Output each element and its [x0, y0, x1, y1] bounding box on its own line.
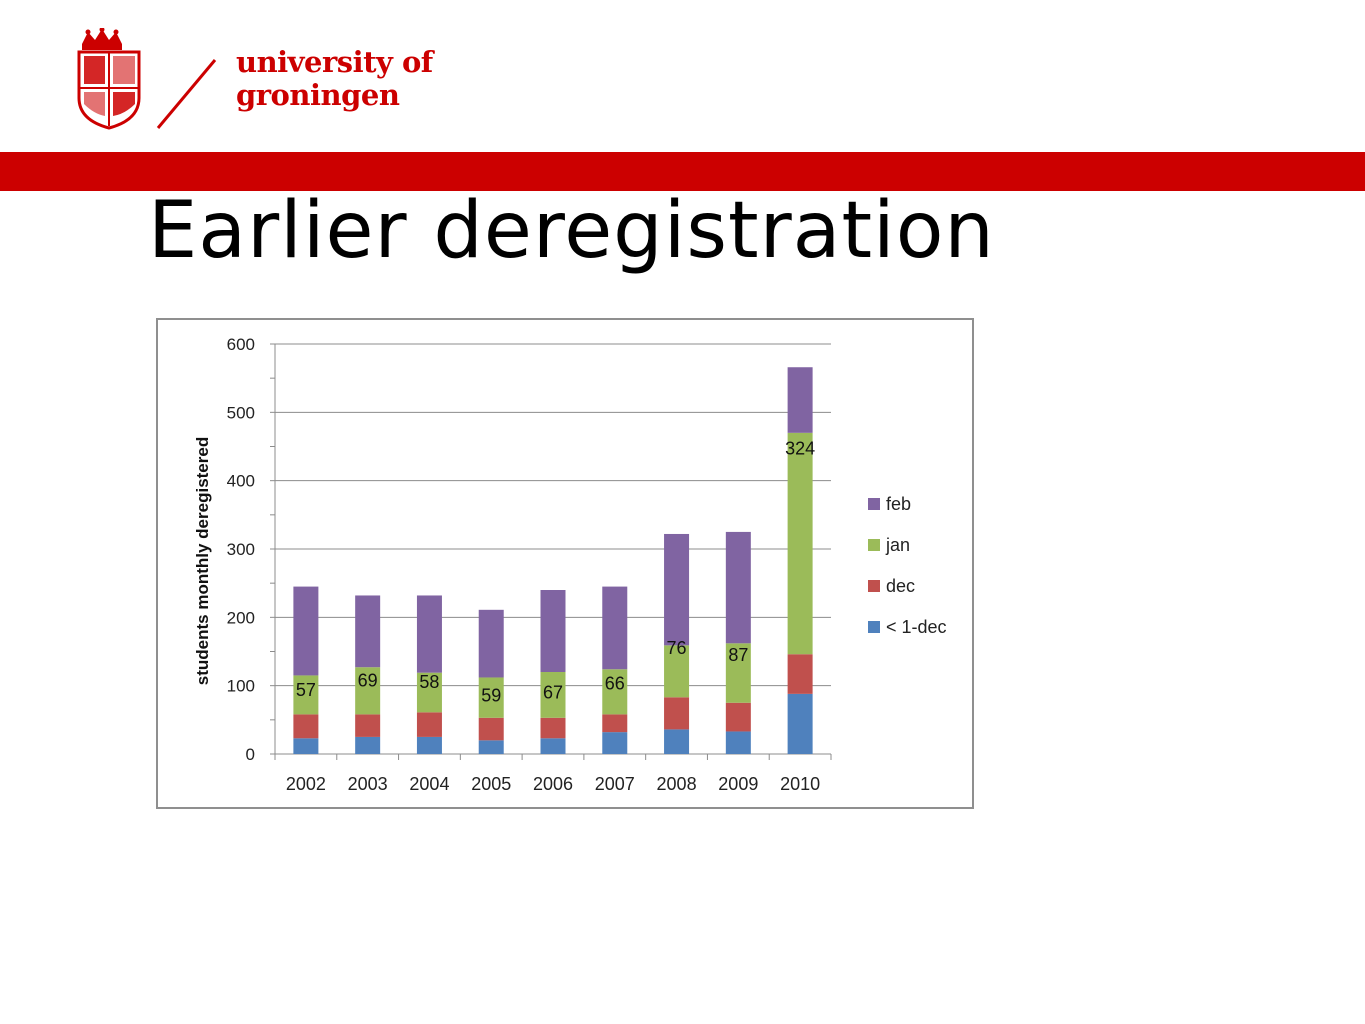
slide-title: Earlier deregistration [148, 186, 995, 276]
bar-1-dec-2010 [787, 693, 813, 754]
bar-1-dec-2002 [293, 738, 319, 754]
bar-jan-2002 [293, 675, 319, 715]
legend-label: feb [886, 494, 911, 514]
header-red-band [0, 152, 1365, 191]
data-label: 58 [419, 672, 439, 692]
bar-feb-2007 [602, 586, 628, 670]
data-label: 324 [785, 438, 815, 458]
bar-jan-2008 [664, 645, 690, 698]
data-label: 87 [728, 645, 748, 665]
x-tick-label: 2006 [533, 774, 573, 794]
y-tick-label: 600 [227, 335, 255, 354]
bar-dec-2004 [416, 712, 442, 737]
y-axis-label: students monthly deregistered [193, 437, 212, 685]
legend-swatch [868, 539, 880, 551]
stacked-bar-chart: 0 100 200 300 400 500 600 2002 2003 2004 2005 2006 2… [193, 335, 947, 794]
data-label: 67 [543, 683, 563, 703]
x-tick-label: 2004 [409, 774, 449, 794]
y-tick-label: 0 [246, 745, 255, 764]
bar-jan-2004 [416, 672, 442, 713]
bar-dec-2005 [478, 717, 504, 741]
legend-swatch [868, 580, 880, 592]
bar-feb-2005 [478, 609, 504, 678]
bar-dec-2009 [725, 702, 751, 732]
bar-jan-2003 [355, 667, 381, 715]
data-label: 76 [667, 638, 687, 658]
legend-label: < 1-dec [886, 617, 947, 637]
x-tick-label: 2010 [780, 774, 820, 794]
data-label: 59 [481, 686, 501, 706]
x-tick-label: 2007 [595, 774, 635, 794]
bar-1-dec-2006 [540, 738, 566, 754]
bar-dec-2008 [664, 697, 690, 730]
bar-dec-2006 [540, 717, 566, 739]
bar-dec-2007 [602, 714, 628, 733]
legend-swatch [868, 498, 880, 510]
x-tick-label: 2002 [286, 774, 326, 794]
bar-jan-2009 [725, 643, 751, 703]
bar-1-dec-2005 [478, 740, 504, 754]
bar-feb-2008 [664, 533, 690, 646]
bar-jan-2010 [787, 432, 813, 655]
data-label: 69 [358, 670, 378, 690]
legend-swatch [868, 621, 880, 633]
legend-label: jan [885, 535, 910, 555]
bar-dec-2010 [787, 654, 813, 694]
y-tick-label: 200 [227, 608, 255, 627]
y-tick-label: 400 [227, 472, 255, 491]
y-tick-label: 300 [227, 540, 255, 559]
y-tick-label: 100 [227, 677, 255, 696]
university-logotype: university of groningen [236, 46, 433, 112]
data-label: 66 [605, 674, 625, 694]
bar-feb-2002 [293, 586, 319, 676]
bar-jan-2005 [478, 677, 504, 718]
bar-dec-2003 [355, 714, 381, 737]
x-tick-label: 2009 [718, 774, 758, 794]
x-tick-label: 2005 [471, 774, 511, 794]
x-tick-label: 2008 [657, 774, 697, 794]
y-tick-label: 500 [227, 403, 255, 422]
data-label: 57 [296, 680, 316, 700]
logo-line-1: university of [236, 45, 433, 79]
bar-1-dec-2008 [664, 729, 690, 754]
bar-1-dec-2007 [602, 732, 628, 754]
logo-line-2: groningen [236, 78, 400, 112]
crest-icon [77, 27, 217, 130]
bar-feb-2006 [540, 590, 566, 672]
university-logo: university of groningen [76, 27, 456, 132]
bar-jan-2006 [540, 672, 566, 718]
legend-label: dec [886, 576, 915, 596]
bar-1-dec-2009 [725, 731, 751, 754]
bar-1-dec-2004 [416, 736, 442, 754]
bar-jan-2007 [602, 669, 628, 715]
bar-feb-2009 [725, 531, 751, 644]
bar-feb-2010 [787, 367, 813, 433]
bar-dec-2002 [293, 714, 319, 739]
x-tick-label: 2003 [348, 774, 388, 794]
bar-1-dec-2003 [355, 736, 381, 754]
bar-feb-2004 [416, 595, 442, 673]
chart-frame: 0 100 200 300 400 500 600 2002 2003 2004 2005 2006 2… [156, 318, 974, 809]
bar-feb-2003 [355, 595, 381, 668]
